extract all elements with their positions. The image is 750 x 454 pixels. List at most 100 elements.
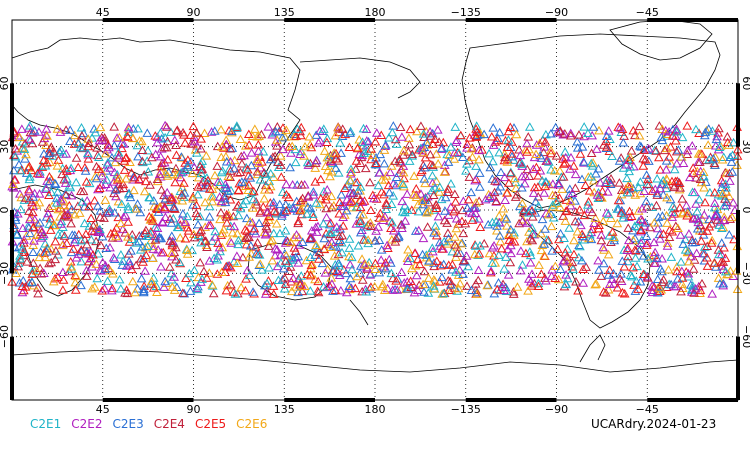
obs-marker bbox=[94, 135, 105, 145]
obs-marker bbox=[334, 197, 345, 207]
obs-marker bbox=[90, 127, 101, 137]
obs-marker bbox=[241, 213, 252, 223]
obs-marker bbox=[53, 230, 64, 239]
obs-marker bbox=[88, 220, 99, 230]
obs-marker bbox=[555, 264, 566, 274]
obs-marker bbox=[649, 218, 660, 227]
obs-marker bbox=[419, 287, 429, 296]
obs-marker bbox=[233, 210, 244, 220]
obs-marker bbox=[166, 274, 177, 284]
obs-marker bbox=[395, 122, 406, 131]
obs-marker bbox=[103, 140, 114, 149]
obs-marker bbox=[558, 211, 569, 220]
obs-marker bbox=[519, 205, 529, 215]
obs-marker bbox=[640, 155, 651, 164]
axis-bar-bottom-3 bbox=[284, 398, 375, 402]
obs-marker bbox=[438, 259, 449, 269]
obs-marker bbox=[722, 131, 733, 141]
obs-marker bbox=[328, 286, 338, 295]
obs-marker bbox=[693, 149, 704, 158]
obs-marker bbox=[350, 283, 361, 293]
obs-marker bbox=[126, 264, 137, 274]
obs-marker bbox=[310, 250, 321, 259]
obs-marker bbox=[17, 142, 28, 152]
obs-marker bbox=[238, 252, 248, 262]
obs-marker bbox=[522, 236, 532, 246]
obs-marker bbox=[683, 268, 694, 278]
obs-marker bbox=[172, 170, 183, 179]
obs-marker bbox=[552, 244, 563, 253]
obs-marker bbox=[418, 233, 429, 243]
obs-marker bbox=[505, 257, 516, 267]
obs-marker bbox=[655, 234, 665, 243]
legend-item-c2e3: C2E3 bbox=[112, 417, 144, 431]
obs-marker bbox=[116, 250, 126, 259]
obs-marker bbox=[260, 169, 271, 178]
obs-marker bbox=[517, 260, 528, 269]
obs-marker bbox=[15, 204, 26, 214]
obs-marker bbox=[466, 143, 477, 153]
obs-marker bbox=[376, 130, 387, 139]
obs-marker bbox=[446, 178, 456, 188]
obs-marker bbox=[215, 214, 225, 224]
obs-marker bbox=[483, 219, 494, 229]
obs-marker bbox=[424, 256, 434, 265]
obs-marker bbox=[455, 130, 466, 140]
obs-marker bbox=[184, 268, 195, 278]
obs-marker bbox=[221, 139, 231, 149]
lat-tick-left-1: 30 bbox=[0, 140, 11, 154]
obs-marker bbox=[692, 206, 703, 216]
obs-marker bbox=[129, 185, 139, 195]
obs-marker bbox=[325, 242, 336, 252]
obs-marker bbox=[674, 178, 685, 188]
obs-marker bbox=[116, 199, 127, 208]
obs-marker bbox=[83, 154, 94, 163]
obs-marker bbox=[185, 130, 196, 139]
obs-marker bbox=[308, 190, 319, 199]
obs-marker bbox=[458, 269, 468, 278]
obs-marker bbox=[688, 163, 698, 172]
obs-marker bbox=[400, 207, 410, 217]
obs-marker bbox=[654, 283, 665, 292]
obs-marker bbox=[687, 187, 698, 196]
obs-marker bbox=[244, 270, 255, 280]
obs-marker bbox=[337, 131, 348, 140]
obs-marker bbox=[702, 241, 713, 251]
obs-marker bbox=[221, 285, 232, 295]
obs-marker bbox=[546, 128, 556, 138]
obs-marker bbox=[409, 171, 419, 180]
obs-marker bbox=[710, 210, 721, 220]
obs-marker bbox=[470, 279, 481, 288]
obs-marker bbox=[151, 287, 162, 296]
obs-marker bbox=[669, 164, 680, 174]
obs-marker bbox=[691, 173, 701, 182]
obs-marker bbox=[602, 142, 612, 151]
obs-marker bbox=[350, 164, 361, 173]
obs-marker bbox=[533, 182, 543, 191]
obs-marker bbox=[86, 213, 96, 223]
obs-marker bbox=[235, 134, 246, 143]
obs-marker bbox=[647, 186, 658, 195]
obs-marker bbox=[598, 216, 609, 226]
obs-marker bbox=[483, 189, 494, 199]
obs-marker bbox=[598, 258, 609, 268]
obs-marker bbox=[390, 134, 401, 144]
obs-marker bbox=[672, 261, 682, 271]
obs-marker bbox=[165, 236, 175, 245]
obs-marker bbox=[411, 192, 422, 202]
obs-marker bbox=[635, 177, 646, 186]
obs-marker bbox=[443, 285, 454, 294]
obs-marker bbox=[593, 255, 603, 265]
obs-marker bbox=[508, 286, 519, 296]
obs-marker bbox=[121, 173, 131, 183]
obs-marker bbox=[539, 239, 550, 248]
obs-marker bbox=[180, 234, 191, 243]
obs-marker bbox=[687, 141, 698, 150]
obs-marker bbox=[406, 263, 417, 273]
obs-marker bbox=[598, 287, 609, 296]
obs-marker bbox=[672, 274, 683, 283]
obs-marker bbox=[352, 143, 363, 153]
obs-marker bbox=[100, 135, 110, 145]
lon-tick-top-5: −90 bbox=[545, 6, 568, 19]
obs-marker bbox=[493, 250, 504, 259]
